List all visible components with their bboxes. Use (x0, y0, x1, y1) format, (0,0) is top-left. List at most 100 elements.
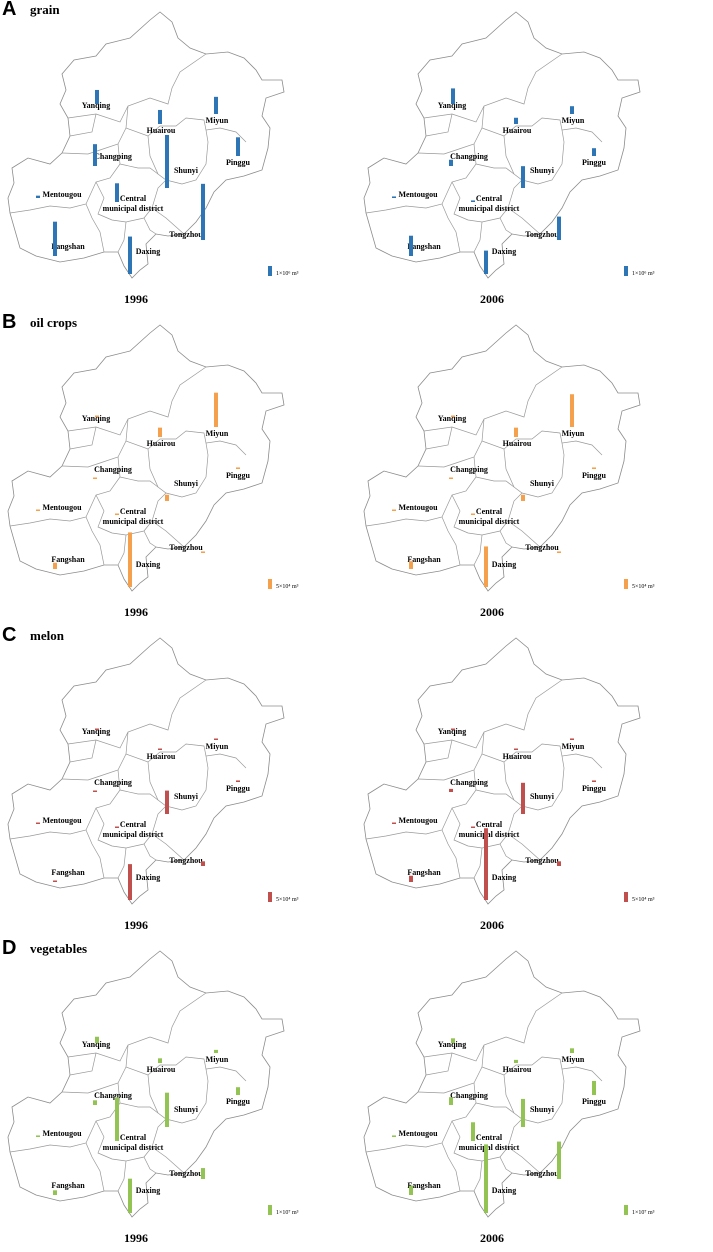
district-boundary (475, 476, 515, 488)
district-boundary (69, 1052, 97, 1076)
district-label-changping: Changping (94, 1091, 132, 1100)
bar-miyun (214, 96, 218, 114)
district-boundary (143, 1156, 157, 1174)
district-boundary (475, 789, 515, 801)
bar-tongzhou (557, 551, 561, 553)
panel-title: melon (30, 628, 64, 643)
district-label-miyun: Miyun (206, 116, 229, 125)
district-label-yanqing: Yanqing (438, 1040, 466, 1049)
bar-huairou (158, 748, 162, 750)
panel-letter: C (2, 624, 17, 646)
map-outline (363, 324, 641, 592)
district-label-daxing: Daxing (492, 247, 516, 256)
bar-huairou (514, 117, 518, 124)
district-boundary (475, 163, 515, 175)
scale-bar (268, 266, 272, 276)
district-label-yanqing: Yanqing (82, 414, 110, 423)
district-boundary (417, 127, 483, 155)
district-label-central-line2: municipal district (103, 830, 164, 839)
district-label-fangshan: Fangshan (51, 1181, 85, 1190)
district-boundary (425, 426, 453, 450)
district-boundary (151, 833, 185, 861)
district-label-pinggu: Pinggu (226, 784, 251, 793)
bar-tongzhou (201, 551, 205, 553)
bar-mentougou (36, 509, 40, 511)
bar-pinggu (592, 467, 596, 469)
bar-changping (449, 1097, 453, 1105)
bar-daxing (128, 1178, 132, 1213)
district-boundary (503, 1066, 603, 1124)
district-label-pinggu: Pinggu (582, 471, 607, 480)
bar-fangshan (53, 1190, 57, 1195)
district-boundary (143, 843, 157, 861)
district-boundary (507, 207, 541, 235)
bar-central (471, 826, 475, 828)
bar-changping (93, 790, 97, 792)
district-label-central: Central (120, 507, 147, 516)
district-label-yanqing: Yanqing (438, 101, 466, 110)
district-label-changping: Changping (450, 152, 488, 161)
district-label-huairou: Huairou (503, 752, 532, 761)
bar-fangshan (409, 875, 413, 882)
district-boundary (417, 440, 483, 468)
bar-central (115, 513, 119, 515)
district-label-shunyi: Shunyi (174, 792, 199, 801)
district-label-pinggu: Pinggu (582, 158, 607, 167)
district-label-fangshan: Fangshan (51, 868, 85, 877)
district-label-miyun: Miyun (562, 116, 585, 125)
district-label-central: Central (120, 1133, 147, 1142)
district-label-central: Central (120, 194, 147, 203)
bar-huairou (514, 1059, 518, 1063)
district-label-changping: Changping (450, 1091, 488, 1100)
bar-tongzhou (557, 1141, 561, 1179)
district-boundary (61, 753, 127, 781)
district-label-central-line2: municipal district (459, 1143, 520, 1152)
scale-bar (268, 579, 272, 589)
bar-daxing (484, 1144, 488, 1213)
district-label-huairou: Huairou (503, 439, 532, 448)
district-label-tongzhou: Tongzhou (525, 230, 559, 239)
bar-tongzhou (201, 183, 205, 240)
district-label-tongzhou: Tongzhou (169, 543, 203, 552)
district-boundary (67, 53, 207, 123)
year-label: 2006 (480, 918, 504, 932)
bar-yanqing (451, 415, 455, 417)
bar-pinggu (592, 1080, 596, 1095)
map-1996: Yanqing Huairou Miyun Changping Shunyi Pinggu… (0, 313, 356, 626)
district-label-tongzhou: Tongzhou (525, 543, 559, 552)
district-label-huairou: Huairou (147, 752, 176, 761)
district-boundary (117, 1160, 127, 1192)
district-label-tongzhou: Tongzhou (169, 230, 203, 239)
map-2006: Yanqing Huairou Miyun Changping Shunyi Pinggu… (356, 626, 712, 939)
district-boundary (441, 1142, 461, 1192)
district-label-daxing: Daxing (492, 873, 516, 882)
district-label-tongzhou: Tongzhou (525, 856, 559, 865)
bar-yanqing (451, 88, 455, 104)
district-boundary (417, 753, 483, 781)
district-boundary (473, 221, 483, 253)
bar-changping (449, 477, 453, 479)
bar-miyun (570, 1048, 574, 1053)
district-label-fangshan: Fangshan (407, 555, 441, 564)
district-label-central: Central (120, 820, 147, 829)
district-boundary (151, 1146, 185, 1174)
bar-huairou (158, 1058, 162, 1063)
district-label-central: Central (476, 1133, 503, 1142)
bar-shunyi (521, 1098, 525, 1127)
district-boundary (507, 833, 541, 861)
bar-miyun (570, 738, 574, 740)
map-outline (7, 324, 285, 592)
district-boundary (481, 1044, 563, 1076)
bar-changping (93, 1100, 97, 1105)
district-label-fangshan: Fangshan (407, 242, 441, 251)
district-label-mentougou: Mentougou (398, 503, 438, 512)
district-label-yanqing: Yanqing (82, 101, 110, 110)
district-boundary (441, 516, 461, 566)
district-boundary (147, 127, 247, 185)
bar-fangshan (53, 562, 57, 569)
district-boundary (67, 366, 207, 436)
bar-mentougou (392, 196, 396, 198)
bar-changping (93, 477, 97, 479)
